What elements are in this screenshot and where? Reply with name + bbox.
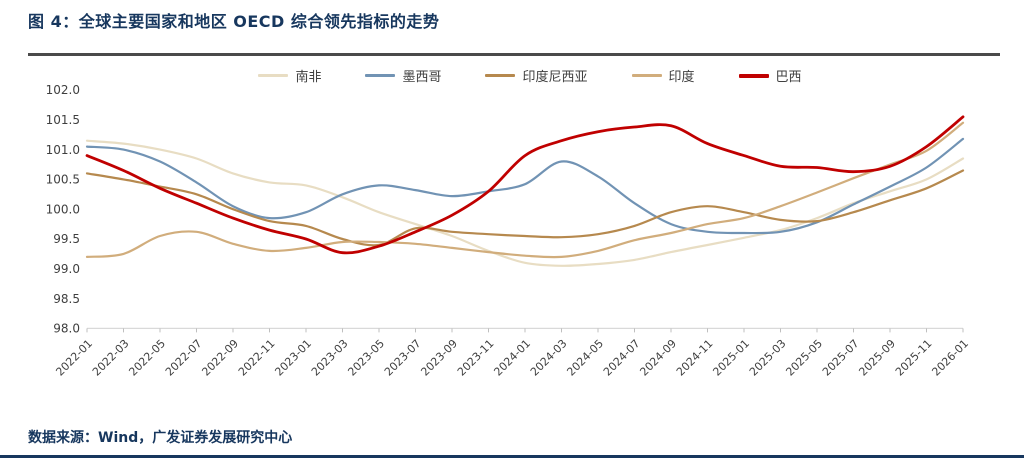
x-axis-tick-label: 2022-07 — [163, 337, 205, 379]
x-axis-tick-label: 2024-07 — [601, 337, 643, 379]
x-axis-tick-label: 2025-05 — [783, 337, 825, 379]
title-divider — [28, 53, 1000, 56]
x-axis-tick-label: 2026-01 — [929, 337, 971, 379]
y-axis-tick-label: 100.5 — [46, 173, 80, 187]
legend-label-south-africa: 南非 — [295, 70, 322, 85]
chart-canvas: 102.0 101.5 101.0 100.5 100.0 99.5 99.0 98.5 98.… — [46, 83, 971, 379]
oecd-cli-line-chart: 102.0 101.5 101.0 100.5 100.0 99.5 99.0 98.5 98.… — [0, 76, 1024, 408]
legend-item-indonesia: 印度尼西亚 — [485, 66, 588, 85]
data-source-note: 数据来源：Wind，广发证券发展研究中心 — [28, 430, 293, 446]
legend-swatch-mexico — [365, 74, 396, 77]
x-axis-tick-label: 2023-07 — [382, 337, 424, 379]
legend-item-brazil: 巴西 — [738, 66, 802, 85]
series-line-brazil — [85, 115, 965, 255]
x-axis-tick-label: 2025-11 — [893, 337, 935, 379]
y-axis-tick-label: 98.5 — [53, 292, 80, 306]
legend-swatch-brazil — [738, 73, 769, 78]
figure-title: 图 4：全球主要国家和地区 OECD 综合领先指标的走势 — [28, 12, 440, 31]
x-axis-tick-label: 2024-09 — [637, 337, 679, 379]
x-axis-tick-label: 2024-05 — [564, 337, 606, 379]
x-axis-tick-label: 2023-11 — [455, 337, 497, 379]
legend-label-india: 印度 — [668, 70, 695, 85]
bottom-divider — [0, 455, 1024, 458]
y-axis-tick-label: 102.0 — [46, 83, 80, 97]
legend-label-indonesia: 印度尼西亚 — [522, 70, 588, 85]
x-axis-tick-label: 2022-01 — [53, 337, 95, 379]
legend-item-india: 印度 — [631, 66, 695, 85]
series-line-south-africa — [85, 139, 965, 267]
legend-swatch-indonesia — [485, 74, 516, 77]
x-axis-tick-label: 2025-01 — [710, 337, 752, 379]
x-axis-tick-label: 2024-03 — [528, 337, 570, 379]
legend-label-mexico: 墨西哥 — [402, 70, 442, 85]
series-line-mexico — [85, 137, 965, 235]
legend-swatch-south-africa — [258, 74, 289, 77]
x-axis-tick-label: 2023-09 — [418, 337, 460, 379]
series-line-india — [85, 121, 965, 259]
y-axis-tick-label: 99.0 — [53, 262, 80, 276]
y-axis-tick-label: 100.0 — [46, 202, 80, 216]
x-axis-tick-label: 2022-05 — [126, 337, 168, 379]
x-axis-tick-label: 2022-03 — [90, 337, 132, 379]
chart-legend: 南非 墨西哥 印度尼西亚 印度 巴西 — [18, 66, 1024, 85]
legend-item-mexico: 墨西哥 — [365, 66, 441, 85]
x-axis-tick-label: 2025-09 — [856, 337, 898, 379]
legend-label-brazil: 巴西 — [775, 70, 802, 85]
x-axis-tick-label: 2025-03 — [747, 337, 789, 379]
x-axis-tick-label: 2022-09 — [199, 337, 241, 379]
x-axis-tick-label: 2024-11 — [674, 337, 716, 379]
legend-swatch-india — [631, 74, 662, 77]
y-axis-tick-label: 101.5 — [46, 113, 80, 127]
series-line-indonesia — [85, 169, 965, 247]
x-axis-tick-label: 2022-11 — [236, 337, 278, 379]
x-axis-tick-label: 2023-01 — [272, 337, 314, 379]
y-axis-tick-label: 98.0 — [53, 322, 80, 336]
y-axis-tick-label: 99.5 — [53, 232, 80, 246]
x-axis-tick-label: 2025-07 — [820, 337, 862, 379]
x-axis-tick-label: 2024-01 — [491, 337, 533, 379]
x-axis-tick-label: 2023-05 — [345, 337, 387, 379]
legend-item-south-africa: 南非 — [258, 66, 321, 85]
x-axis-tick-label: 2023-03 — [309, 337, 351, 379]
y-axis-tick-label: 101.0 — [46, 143, 80, 157]
